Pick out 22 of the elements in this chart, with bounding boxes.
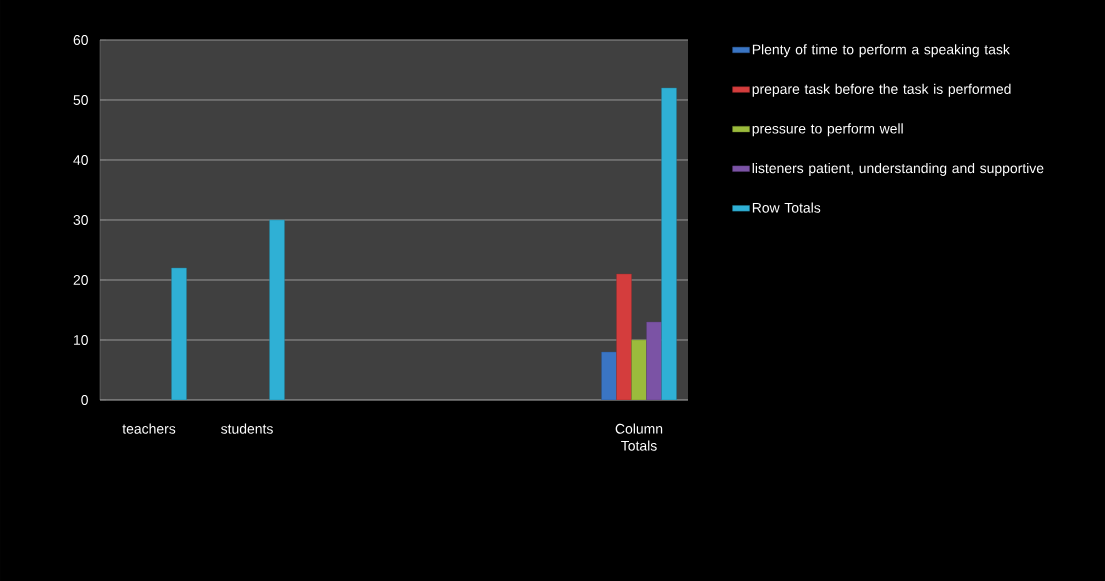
x-tick-label: Column Totals	[615, 423, 663, 451]
y-tick-label: 40	[73, 155, 88, 165]
x-tick-label: teachers	[122, 423, 176, 434]
legend-label: Plenty of time to perform a speaking task	[752, 44, 1010, 58]
y-tick-label: 30	[73, 215, 88, 225]
legend-label: Row Totals	[752, 202, 821, 213]
bar	[661, 87, 677, 400]
x-tick-label: students	[221, 423, 273, 434]
y-tick-label: 50	[73, 95, 88, 105]
bar	[646, 321, 662, 400]
legend-label: listeners patient, understanding and supportive	[752, 162, 1044, 176]
y-tick-label: 0	[81, 395, 88, 405]
bar	[616, 273, 632, 400]
bar	[171, 267, 187, 400]
bar	[601, 351, 617, 400]
y-tick-label: 60	[73, 35, 88, 45]
bar	[269, 219, 285, 400]
y-tick-label: 20	[73, 275, 88, 285]
y-tick-label: 10	[74, 335, 88, 345]
bar	[631, 339, 647, 400]
legend-label: pressure to perform well	[752, 123, 903, 137]
legend-label: prepare task before the task is performed	[752, 83, 1011, 97]
